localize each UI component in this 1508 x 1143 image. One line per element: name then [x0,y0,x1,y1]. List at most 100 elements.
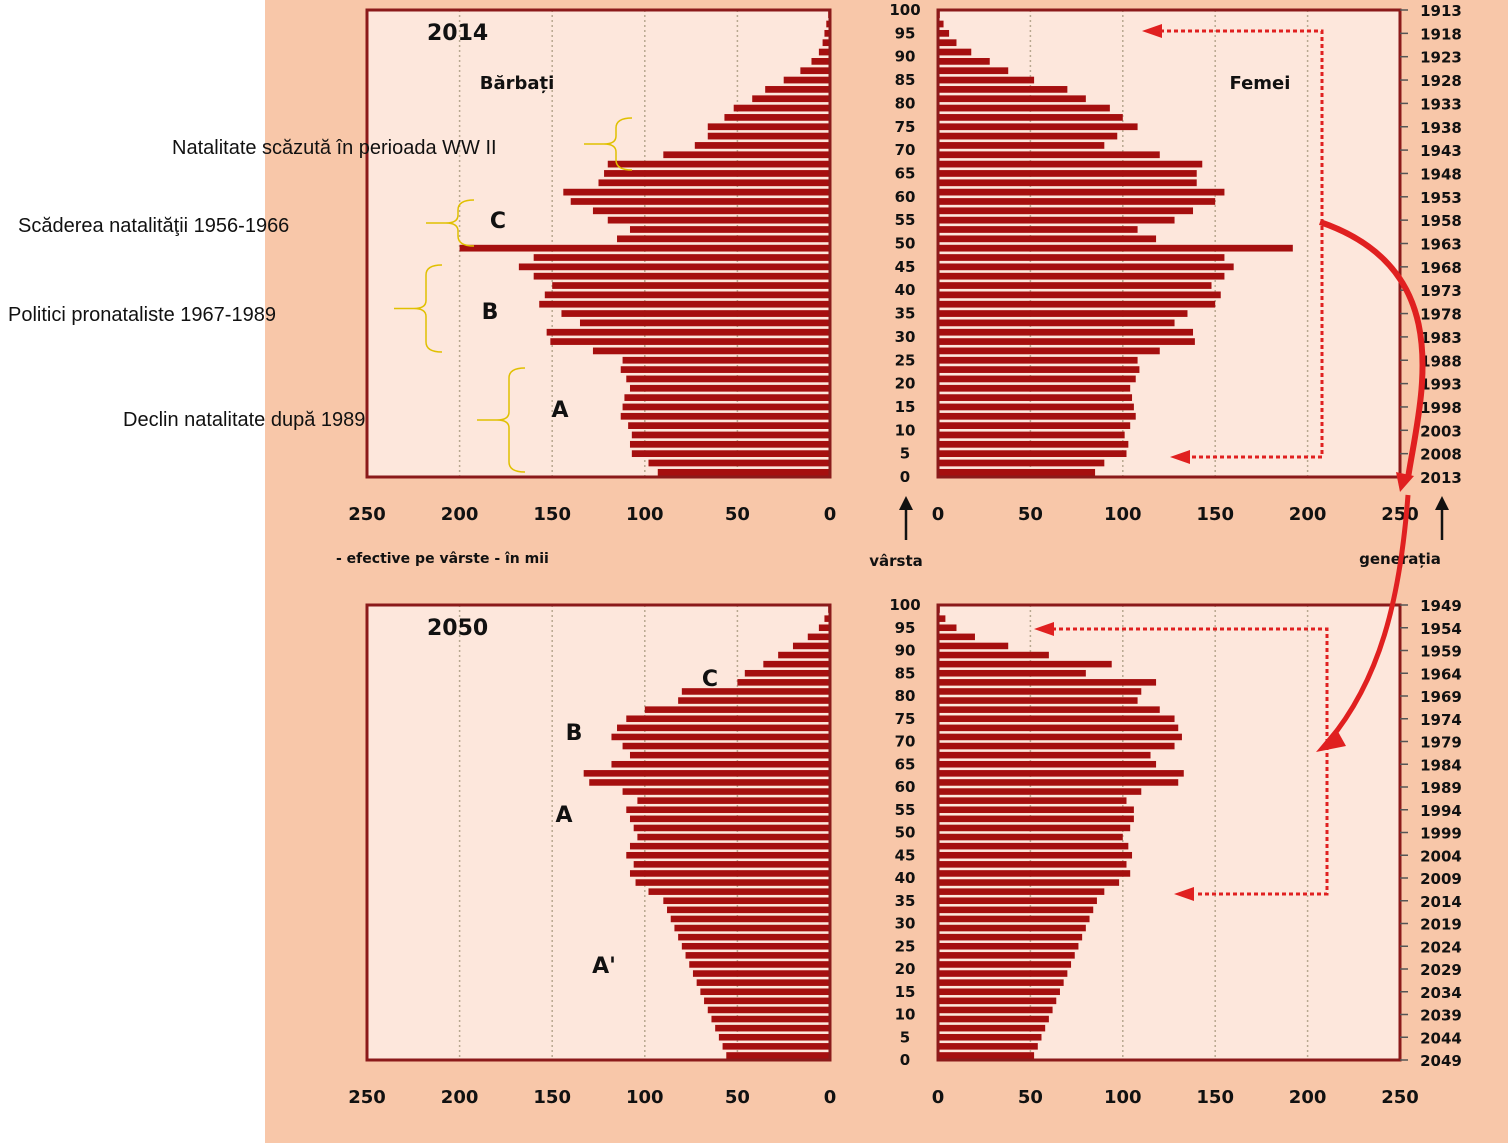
bar-male [678,697,830,704]
bar-male [629,440,830,448]
cohort-shift-arrow [1319,219,1426,479]
bar-female [938,861,1127,868]
bar-male [611,760,830,768]
bar-female [938,906,1094,914]
bar-female [938,815,1134,823]
generation-tick-label: 1974 [1420,711,1462,729]
bar-female [938,123,1138,131]
bar-female [938,669,1086,677]
bar-male [561,310,830,317]
bar-female [938,20,944,28]
age-tick-label: 20 [895,375,916,393]
group-label: C [490,209,506,234]
generation-tick-label: 2013 [1420,469,1462,487]
bar-female [938,961,1072,968]
bar-female [938,114,1123,121]
generation-tick-label: 1953 [1420,189,1462,207]
age-tick-label: 95 [895,24,916,42]
x-axis-caption: - efective pe vârste - în mii [336,551,549,567]
age-tick-label: 55 [895,801,916,819]
x-tick-label-left: 200 [441,1087,479,1108]
bar-female [938,86,1068,93]
bar-female [938,751,1151,759]
bar-male [617,235,830,243]
bar-female [938,897,1097,905]
bar-male [822,39,830,47]
bar-female [938,39,957,47]
bar-female [938,679,1157,686]
age-tick-label: 75 [895,710,916,728]
bar-male [622,403,830,411]
bar-female [938,366,1140,373]
bar-female [938,888,1105,895]
bar-female [938,651,1049,659]
bar-female [938,997,1057,1005]
bar-female [938,706,1160,713]
bar-female [938,235,1157,243]
bar-female [938,67,1009,75]
x-tick-label-right: 100 [1104,504,1142,525]
bar-male [681,942,830,950]
bar-male [611,733,830,741]
bar-male [692,970,830,977]
bar-female [938,942,1079,950]
annotation-label: Politici pronataliste 1967-1989 [8,304,276,326]
x-tick-label-right: 0 [932,1087,945,1108]
generation-tick-label: 1999 [1420,825,1462,843]
bar-female [938,76,1035,84]
generation-tick-label: 1963 [1420,236,1462,254]
bar-female [938,300,1216,308]
bar-female [938,95,1086,103]
cohort-connector-arrow [1052,627,1329,896]
bar-male [622,742,830,750]
age-tick-label: 45 [895,258,916,276]
bar-female [938,624,957,632]
bar-male [824,29,830,37]
bar-female [938,788,1142,795]
bar-female [938,244,1293,252]
age-tick-label: 50 [895,824,916,842]
bar-female [938,338,1195,345]
bar-female [938,1033,1042,1041]
bar-male [629,842,830,850]
bar-female [938,272,1225,280]
bar-female [938,263,1234,271]
bar-male [620,412,830,420]
bar-female [938,915,1090,923]
bar-male [626,375,830,383]
bar-male [607,160,830,168]
generation-tick-label: 2029 [1420,961,1462,979]
bar-male [518,263,830,271]
bar-female [938,879,1120,886]
generation-tick-label: 1973 [1420,282,1462,300]
bar-female [938,468,1096,476]
age-tick-label: 35 [895,305,916,323]
bar-male [707,132,830,140]
bar-male [629,870,830,877]
bar-female [938,151,1160,159]
bar-male [644,706,830,713]
group-label: B [482,300,499,325]
bar-female [938,1024,1046,1032]
bar-female [938,319,1175,327]
generation-tick-label: 1933 [1420,95,1462,113]
generation-tick-label: 1958 [1420,212,1462,230]
age-tick-label: 60 [895,778,916,796]
age-tick-label: 45 [895,846,916,864]
x-tick-label-right: 0 [932,504,945,525]
bar-female [938,870,1131,877]
bar-male [533,254,830,261]
bar-female [938,988,1060,996]
age-tick-label: 70 [895,141,916,159]
bar-female [938,615,946,622]
age-tick-label: 80 [895,94,916,112]
series-label-male: Bărbați [480,73,555,94]
age-tick-label: 50 [895,235,916,253]
bar-female [938,970,1068,977]
bar-female [938,459,1105,467]
group-label: C [702,667,718,692]
bar-male [744,669,830,677]
age-tick-label: 85 [895,664,916,682]
bar-male [629,226,830,233]
